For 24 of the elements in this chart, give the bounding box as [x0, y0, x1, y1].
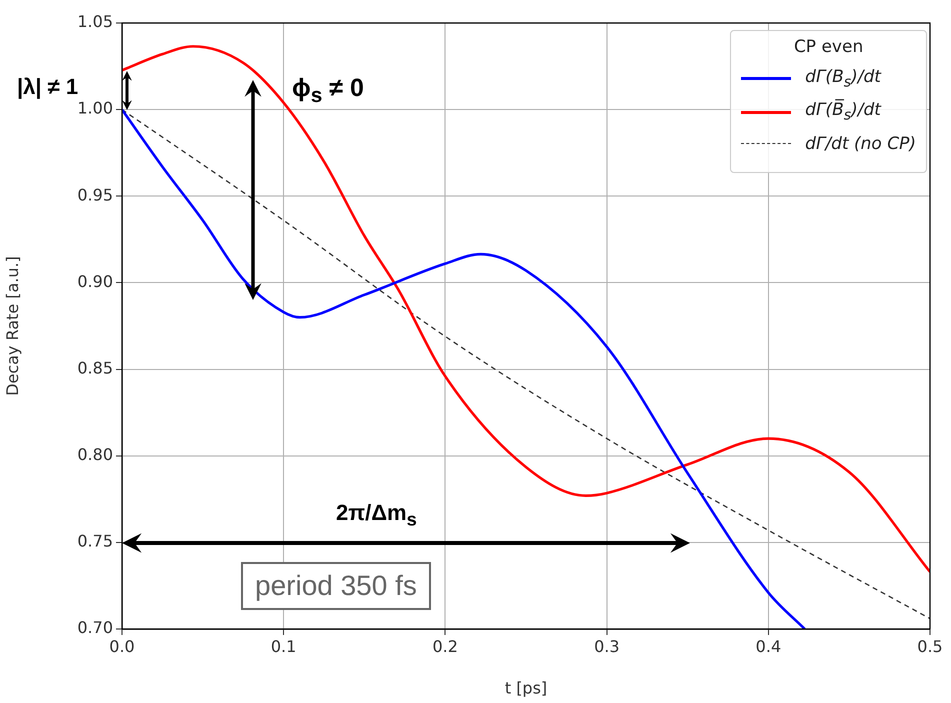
- x-tick-label: 0.5: [917, 636, 943, 656]
- x-tick-label: 0.2: [432, 636, 458, 656]
- x-tick-label: 0.4: [756, 636, 782, 656]
- annotation: period 350 fs: [241, 562, 431, 610]
- x-tick-label: 0.1: [270, 636, 296, 656]
- y-tick-label: 0.95: [77, 185, 113, 204]
- y-tick-label: 1.00: [77, 98, 113, 118]
- legend-label: dΓ/dt (no CP): [805, 134, 916, 154]
- x-tick-label: 0.3: [594, 636, 620, 656]
- y-tick-label: 0.70: [77, 618, 113, 638]
- y-tick-label: 1.05: [77, 12, 113, 32]
- annotation: 2π/Δm$_{s}$: [336, 500, 417, 530]
- y-tick-label: 0.90: [77, 272, 113, 291]
- legend-label: dΓ(B$_{s}$)/dt: [805, 67, 881, 90]
- legend-label: dΓ(B̅$_{s}$)/dt: [805, 100, 881, 124]
- x-tick-label: 0.0: [109, 636, 135, 656]
- y-tick-label: 0.80: [77, 445, 113, 464]
- y-tick-label: 0.85: [77, 358, 113, 378]
- text: |λ| ≠ 1: [17, 74, 78, 100]
- legend-title: CP even: [792, 37, 864, 57]
- y-axis-title: Decay Rate [a.u.]: [2, 256, 22, 396]
- y-tick-label: 0.75: [77, 532, 113, 551]
- annotation: ϕ$_{s}$ ≠ 0: [292, 74, 364, 108]
- x-axis-title: t [ps]: [504, 678, 548, 698]
